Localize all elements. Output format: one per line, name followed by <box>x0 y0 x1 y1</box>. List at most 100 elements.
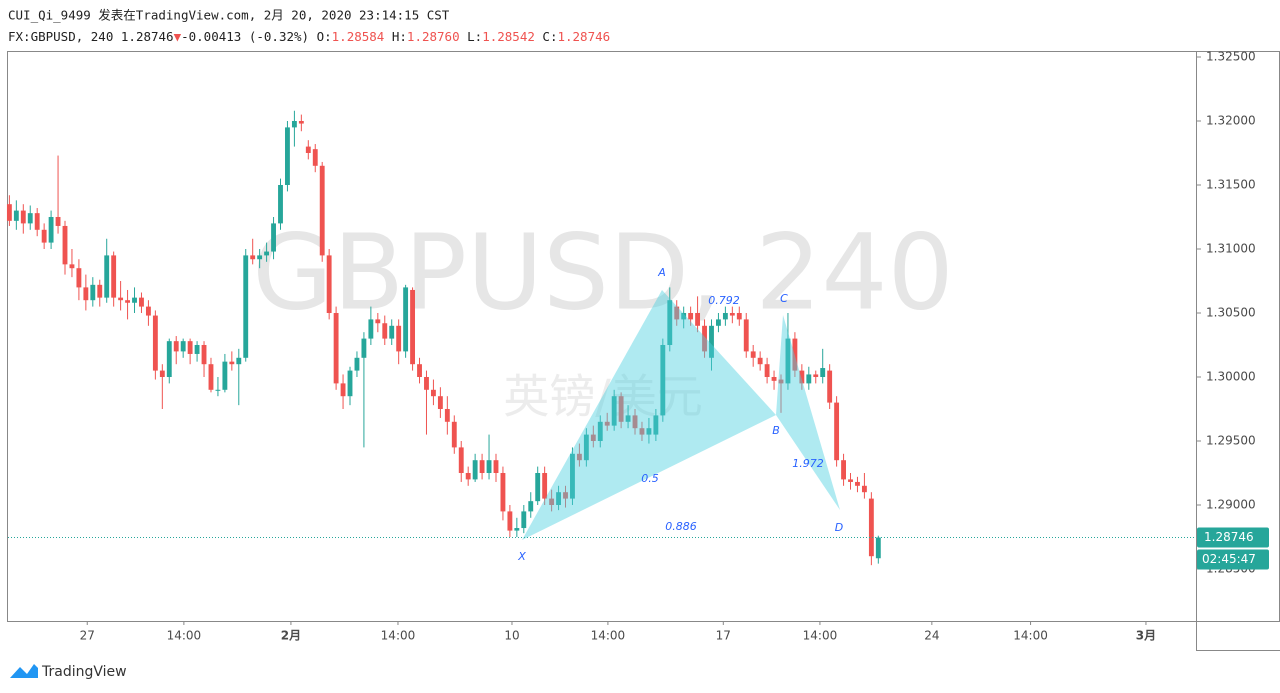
candle-body <box>875 537 881 559</box>
logo-icon <box>10 664 38 678</box>
candle-body <box>674 306 680 320</box>
watermark-symbol: GBPUSD, 240 <box>252 211 954 333</box>
candle-body <box>514 528 520 531</box>
pattern-label: A <box>657 266 666 279</box>
candle-body <box>180 341 186 352</box>
candle-body <box>132 297 137 303</box>
pattern-bcd <box>776 315 840 510</box>
candle-body <box>41 229 47 243</box>
candle-body <box>69 264 75 269</box>
candle-body <box>298 120 304 124</box>
candle-body <box>778 379 784 384</box>
logo-text: TradingView <box>41 664 127 680</box>
candle-body <box>13 210 19 221</box>
candle-body <box>535 472 541 502</box>
candle-body <box>785 338 791 384</box>
candle-body <box>570 453 575 499</box>
candle-body <box>667 300 673 345</box>
candle-body <box>750 351 756 358</box>
candle-body <box>382 323 388 339</box>
candle-body <box>312 149 318 166</box>
candle-body <box>403 287 409 352</box>
candle-body <box>806 374 812 384</box>
candle-body <box>792 338 798 371</box>
candle-body <box>333 312 339 384</box>
y-tick-label: 1.31000 <box>1206 241 1256 255</box>
candle-body <box>417 364 422 377</box>
candle-body <box>625 415 631 422</box>
candle-body <box>716 319 721 326</box>
candle-body <box>861 485 867 493</box>
candle-body <box>465 472 471 480</box>
candle-body <box>229 361 235 365</box>
candle-body <box>855 481 860 486</box>
candle-body <box>653 415 659 435</box>
candle-body <box>139 297 144 307</box>
candle-body <box>347 370 353 397</box>
candle-body <box>375 319 381 324</box>
candle-body <box>104 255 110 298</box>
candle-body <box>145 306 151 316</box>
candle-body <box>201 344 207 365</box>
h: 1.28760 <box>407 29 460 44</box>
candle-body <box>368 319 374 339</box>
candle-body <box>90 284 96 301</box>
pattern-label: C <box>780 292 788 305</box>
candle-body <box>542 472 548 499</box>
candle-body <box>646 428 652 435</box>
candle-body <box>159 370 165 377</box>
y-tick-label: 1.29500 <box>1206 433 1256 447</box>
candle-body <box>215 389 221 391</box>
x-tick-label: 24 <box>924 629 939 643</box>
candle-body <box>48 216 54 243</box>
candle-body <box>458 447 464 473</box>
countdown-label: 02:45:47 <box>1202 552 1256 566</box>
candle-body <box>430 389 436 397</box>
candle-body <box>841 460 846 480</box>
candle-body <box>729 312 735 316</box>
ratio-label: 0.5 <box>641 472 659 485</box>
ratio-label: 0.792 <box>708 294 740 307</box>
candle-body <box>521 511 527 529</box>
candle-body <box>799 370 805 384</box>
l: 1.28542 <box>482 29 535 44</box>
candle-body <box>632 415 638 429</box>
candle-body <box>173 341 179 352</box>
candle-body <box>278 184 283 224</box>
x-tick-label: 17 <box>716 629 731 643</box>
ratio-label: 0.886 <box>665 520 697 533</box>
candle-body <box>709 325 714 358</box>
o-label: O: <box>317 29 332 44</box>
candle-body <box>556 492 561 505</box>
candle-body <box>424 376 429 390</box>
x-tick-label: 2月 <box>281 629 301 643</box>
candle-body <box>243 255 249 358</box>
pattern-xab <box>522 290 776 540</box>
candle-body <box>83 287 89 301</box>
candle-body <box>97 284 103 298</box>
y-tick-label: 1.32000 <box>1206 113 1256 127</box>
candle-body <box>305 146 311 153</box>
candle-body <box>639 428 645 435</box>
c-label: C: <box>542 29 557 44</box>
candle-body <box>472 460 478 480</box>
candle-body <box>410 289 416 365</box>
candle-body <box>152 315 158 371</box>
candle-body <box>695 312 701 326</box>
x-tick-label: 3月 <box>1136 629 1156 643</box>
candle-body <box>55 216 61 226</box>
candle-body <box>6 204 12 221</box>
candle-body <box>868 498 874 557</box>
candle-body <box>486 460 492 473</box>
candle-body <box>194 344 200 354</box>
candle-body <box>493 460 499 473</box>
candle-body <box>576 453 582 461</box>
candle-body <box>771 376 777 381</box>
candle-body <box>528 501 534 512</box>
candle-body <box>62 225 68 265</box>
candle-body <box>187 341 193 354</box>
candle-body <box>257 255 263 260</box>
candle-body <box>118 297 124 301</box>
x-tick-label: 10 <box>504 629 519 643</box>
candle-body <box>764 364 770 377</box>
